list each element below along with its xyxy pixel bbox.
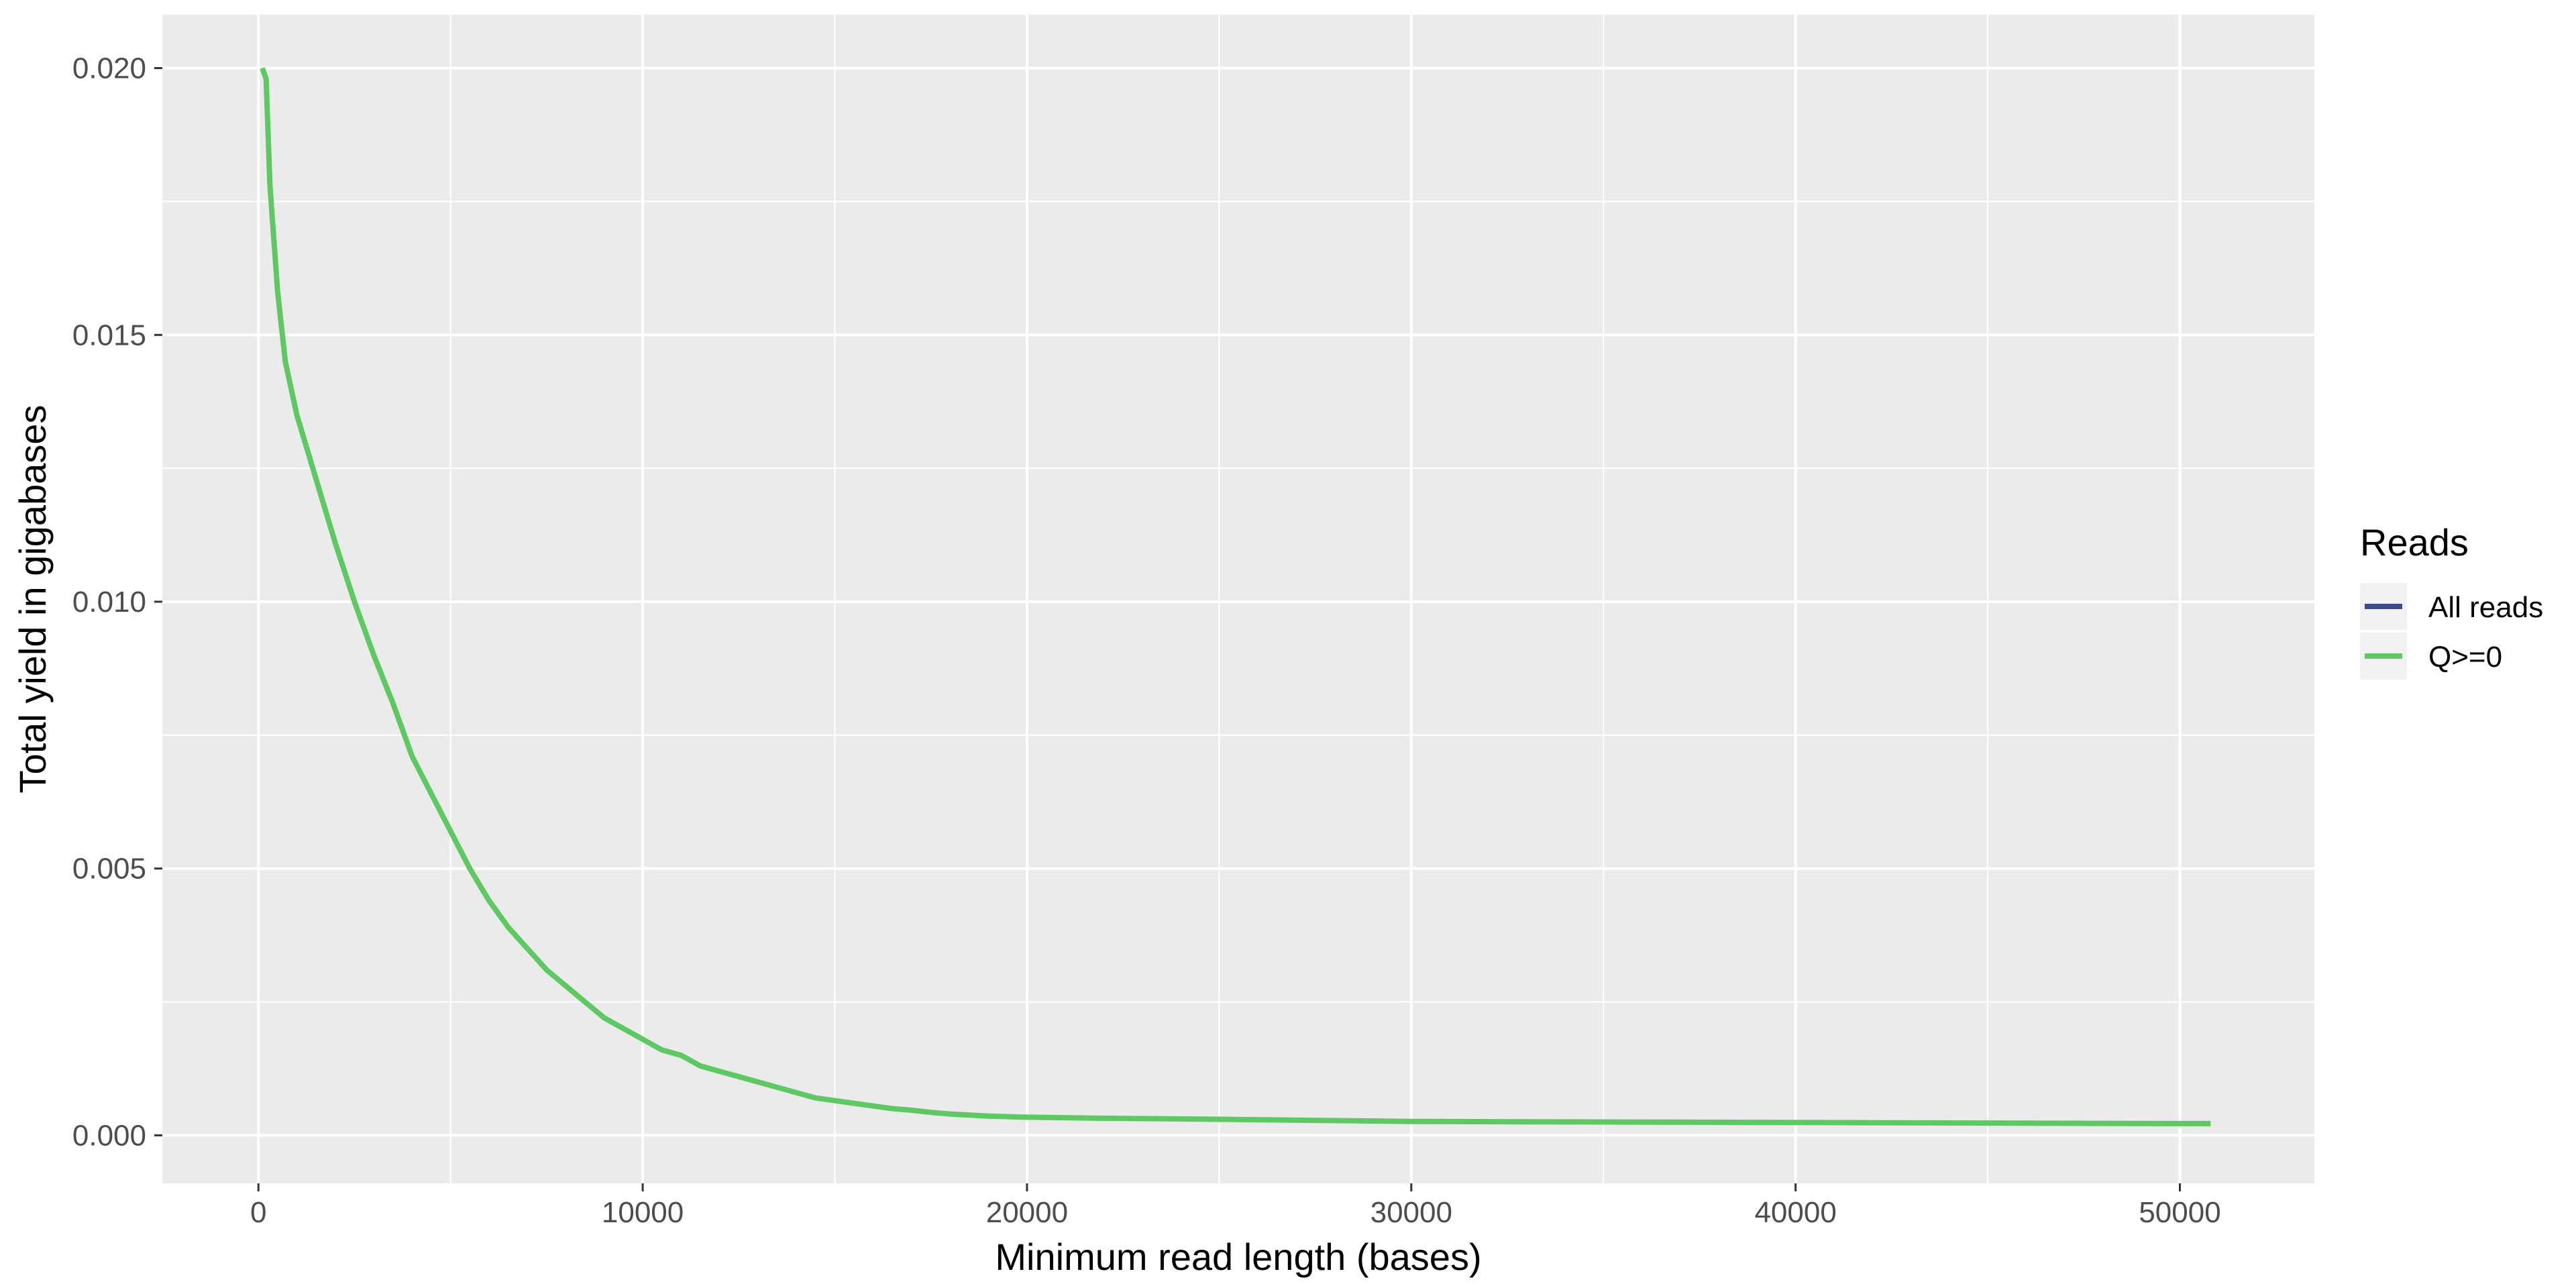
x-tick-label: 50000	[2139, 1196, 2220, 1229]
x-tick-label: 0	[250, 1196, 266, 1229]
y-tick-label: 0.005	[72, 853, 146, 885]
series-layer	[260, 67, 2211, 1126]
x-tick-label: 40000	[1754, 1196, 1836, 1229]
legend-item-all-reads: All reads	[2360, 583, 2543, 630]
legend-item-q0: Q>=0	[2360, 633, 2502, 680]
plot-panel	[162, 15, 2314, 1183]
major-grid	[162, 15, 2314, 1183]
y-tick-label: 0.015	[72, 319, 146, 352]
legend: Reads All reads Q>=0	[2360, 521, 2543, 680]
x-tick-label: 30000	[1371, 1196, 1452, 1229]
x-tick-label: 20000	[986, 1196, 1068, 1229]
x-axis-title: Minimum read length (bases)	[995, 1236, 1481, 1278]
y-axis: 0.000 0.005 0.010 0.015 0.020	[72, 52, 162, 1152]
legend-title: Reads	[2360, 521, 2469, 564]
y-tick-label: 0.020	[72, 52, 146, 85]
series-line-q0	[260, 67, 2211, 1126]
x-tick-label: 10000	[602, 1196, 684, 1229]
y-axis-title: Total yield in gigabases	[11, 405, 54, 793]
y-tick-label: 0.000	[72, 1119, 146, 1152]
legend-label-all-reads: All reads	[2428, 591, 2543, 624]
legend-label-q0: Q>=0	[2428, 641, 2502, 674]
x-axis: 0 10000 20000 30000 40000 50000	[250, 1183, 2221, 1229]
minor-grid	[162, 15, 2314, 1183]
y-tick-label: 0.010	[72, 586, 146, 619]
